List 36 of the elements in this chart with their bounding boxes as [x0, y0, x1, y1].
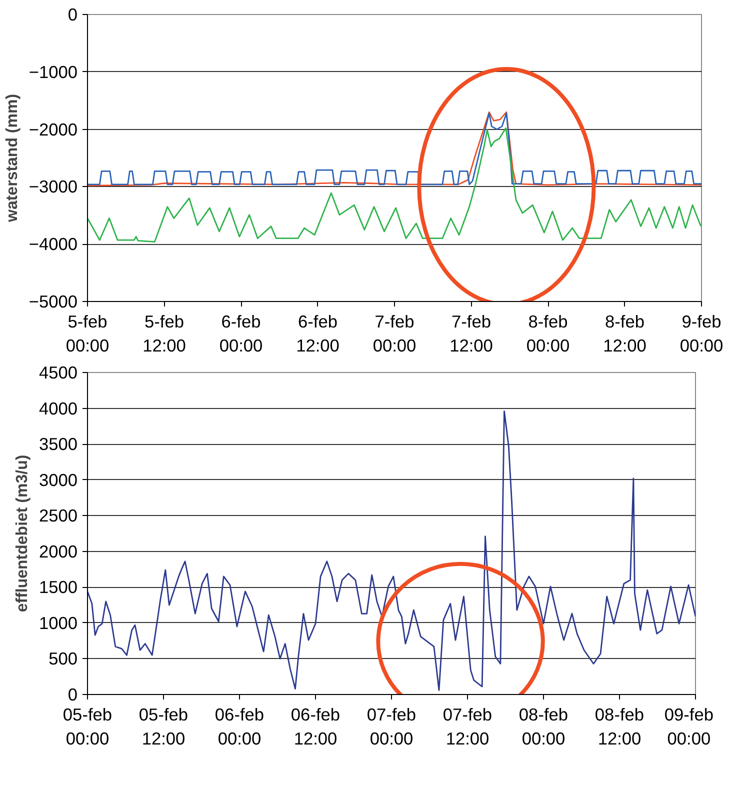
x-tick-label: 6-feb 12:00	[296, 312, 340, 356]
x-tick-label: 8-feb 12:00	[603, 312, 646, 356]
x-tick-label: 5-feb 12:00	[142, 312, 186, 356]
y-axis-title: effluentdebiet (m3/u)	[14, 454, 31, 612]
x-tick-label: 08-feb 12:00	[594, 704, 644, 748]
x-tick-label: 07-feb 12:00	[442, 704, 492, 748]
y-tick-label: 4500	[38, 362, 78, 382]
x-tick-label: 05-feb 12:00	[138, 704, 188, 748]
y-tick-label: 4000	[38, 398, 78, 418]
x-tick-label: 6-feb 00:00	[219, 312, 263, 356]
y-tick-label: 3000	[38, 470, 78, 490]
x-tick-label: 05-feb 00:00	[62, 704, 112, 748]
x-tick-label: 09-feb 00:00	[664, 704, 714, 748]
x-tick-label: 7-feb 00:00	[372, 312, 416, 356]
y-tick-label: 3500	[38, 434, 78, 454]
x-tick-label: 7-feb 12:00	[450, 312, 493, 356]
y-tick-label: −1000	[28, 62, 78, 82]
x-tick-label: 5-feb 00:00	[66, 312, 110, 356]
x-tick-label: 9-feb 00:00	[680, 312, 724, 356]
x-tick-label: 8-feb 00:00	[526, 312, 570, 356]
y-tick-label: 1500	[38, 577, 78, 598]
x-tick-label: 06-feb 00:00	[214, 704, 264, 748]
y-tick-label: 0	[68, 4, 78, 24]
y-tick-label: −5000	[28, 292, 78, 312]
x-tick-label: 07-feb 00:00	[366, 704, 416, 748]
y-tick-label: 0	[68, 684, 78, 704]
y-tick-label: 1000	[38, 612, 78, 633]
y-tick-label: −2000	[28, 119, 78, 140]
y-tick-label: 500	[48, 648, 78, 669]
y-axis-title: waterstand (mm)	[4, 94, 21, 224]
y-tick-label: 2000	[38, 541, 78, 562]
y-tick-label: 2500	[38, 506, 78, 526]
y-tick-label: −3000	[28, 176, 78, 197]
y-tick-label: −4000	[28, 234, 78, 254]
x-tick-label: 06-feb 12:00	[290, 704, 340, 748]
x-tick-label: 08-feb 00:00	[518, 704, 568, 748]
